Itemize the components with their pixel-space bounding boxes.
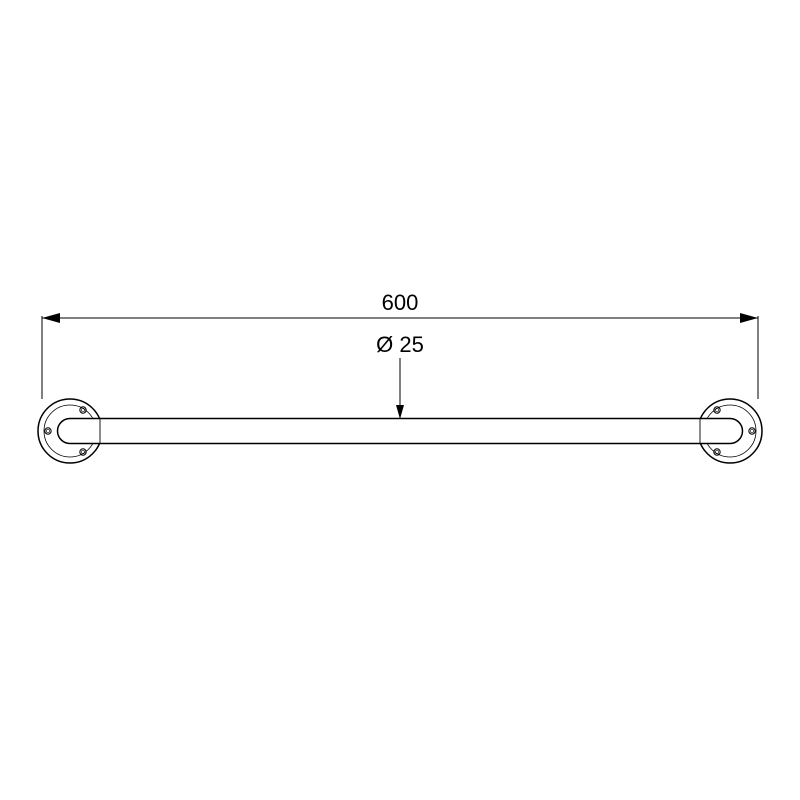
left-flange-screw-0 [45,428,51,434]
technical-drawing: 600 Ø 25 [0,0,800,800]
dim-diameter-arrow [396,405,404,419]
bar-fill [58,419,743,444]
dim-width-arrow-right [740,313,758,323]
dim-width-label: 600 [382,290,419,315]
right-flange-screw-0 [749,428,755,434]
left-flange-screw-inner-0 [46,429,50,433]
dim-width-arrow-left [42,313,60,323]
dim-diameter-label: Ø 25 [376,332,424,357]
right-flange-screw-inner-0 [750,429,754,433]
